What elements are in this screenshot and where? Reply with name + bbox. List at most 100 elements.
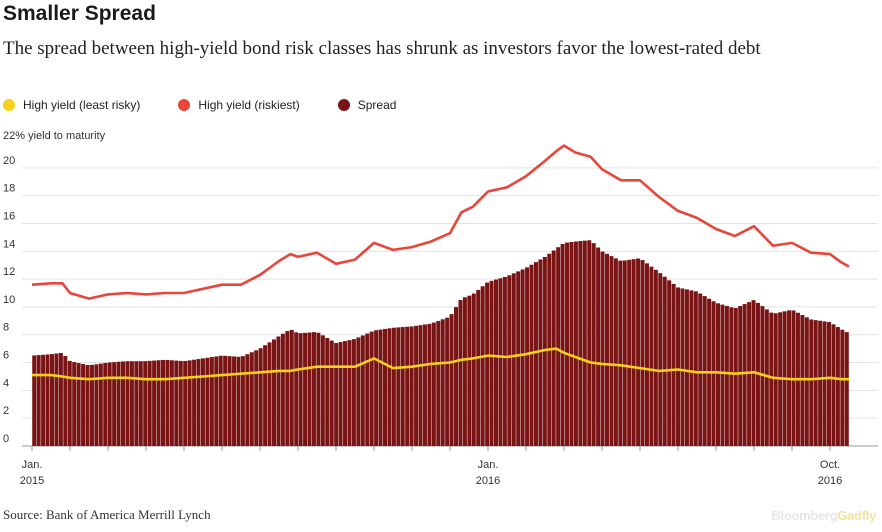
spread-bar — [391, 327, 396, 446]
spread-bar — [405, 326, 410, 446]
spread-bar — [232, 356, 237, 446]
spread-bar — [320, 335, 325, 446]
spread-bar — [636, 258, 641, 446]
spread-bar — [533, 262, 538, 446]
y-tick-label: 12 — [3, 266, 15, 278]
spread-bar — [271, 339, 276, 446]
spread-bar — [587, 240, 592, 446]
spread-bar — [609, 256, 614, 446]
spread-bar — [169, 360, 174, 446]
brand-part2: Gadfly — [837, 508, 876, 523]
spread-bar — [129, 361, 134, 446]
spread-bar — [596, 247, 601, 446]
spread-bar — [240, 356, 245, 446]
spread-bar — [502, 276, 507, 446]
spread-bar — [560, 243, 565, 446]
spread-bar — [343, 341, 348, 446]
spread-bar — [689, 290, 694, 446]
spread-bar — [72, 362, 77, 446]
spread-bar — [835, 327, 840, 446]
spread-bar — [662, 276, 667, 446]
spread-bar — [525, 267, 530, 446]
spread-bar — [267, 342, 272, 446]
spread-bar — [480, 286, 485, 446]
spread-bar — [622, 260, 627, 446]
spread-bar — [658, 273, 663, 446]
spread-bar — [569, 242, 574, 446]
spread-bar — [227, 356, 232, 446]
spread-bar — [471, 293, 476, 446]
spread-bar — [98, 363, 103, 446]
spread-bar — [653, 269, 658, 446]
spread-bar — [32, 355, 37, 446]
spread-bar — [627, 259, 632, 446]
spread-bar — [494, 279, 499, 446]
series-line-least-risky — [32, 347, 849, 381]
spread-bar — [538, 259, 543, 446]
spread-bar — [192, 359, 197, 446]
spread-bar — [200, 358, 205, 446]
spread-bar — [378, 329, 383, 446]
spread-bar — [440, 319, 445, 446]
spread-bar — [396, 327, 401, 446]
y-tick-label: 4 — [3, 377, 9, 389]
spread-bar — [41, 354, 46, 446]
spread-bar — [369, 331, 374, 446]
spread-bar — [174, 360, 179, 446]
spread-bar — [738, 306, 743, 446]
legend-item-riskiest: High yield (riskiest) — [178, 98, 300, 112]
spread-bar — [476, 289, 481, 446]
spread-bar — [183, 360, 188, 446]
legend-item-least-risky: High yield (least risky) — [3, 98, 140, 112]
spread-bar — [134, 361, 139, 446]
brand-part1: Bloomberg — [771, 508, 838, 523]
spread-bar — [223, 355, 228, 446]
chart-plot: 0 2 4 6 8 10 12 14 16 18 20 22% yield to maturity Ja… — [3, 130, 878, 487]
y-tick-label: 8 — [3, 322, 9, 334]
spread-bar — [813, 320, 818, 446]
spread-bar — [258, 348, 263, 446]
spread-bar — [831, 324, 836, 446]
spread-bar — [485, 282, 490, 446]
spread-bar — [542, 256, 547, 446]
spread-bar — [365, 333, 370, 446]
spread-bar — [716, 303, 721, 446]
spread-bar — [409, 326, 414, 446]
spread-bar — [747, 302, 752, 446]
spread-bar — [54, 353, 59, 446]
y-tick-label: 2 — [3, 405, 9, 417]
spread-bar — [112, 362, 117, 446]
spread-bar — [245, 354, 250, 446]
chart-subtitle: The spread between high-yield bond risk … — [3, 38, 761, 59]
spread-bar — [303, 332, 308, 446]
spread-bar — [613, 258, 618, 446]
chart-title: Smaller Spread — [3, 2, 156, 25]
spread-bar — [840, 329, 845, 446]
spread-bar — [667, 280, 672, 446]
spread-bar — [236, 356, 241, 446]
spread-bar — [414, 325, 419, 446]
legend-label-least-risky: High yield (least risky) — [23, 98, 141, 112]
spread-bar — [351, 339, 356, 446]
spread-bar — [280, 333, 285, 446]
spread-bar — [81, 364, 86, 446]
spread-bar — [263, 345, 268, 446]
spread-bar — [418, 325, 423, 446]
spread-bar — [467, 295, 472, 446]
spread-bar — [489, 280, 494, 446]
spread-bar — [165, 359, 170, 446]
spread-bar — [462, 297, 467, 446]
spread-bar — [103, 362, 108, 446]
spread-bar — [214, 356, 219, 446]
spread-bar — [573, 241, 578, 446]
spread-bar — [276, 336, 281, 446]
spread-bar — [618, 260, 623, 446]
spread-bar — [196, 359, 201, 446]
spread-bar — [742, 304, 747, 446]
spread-bar — [400, 327, 405, 446]
series-line-riskiest — [31, 144, 850, 300]
spread-bar — [565, 242, 570, 446]
spread-bar — [67, 360, 72, 446]
spread-bar — [422, 324, 427, 446]
y-tick-label: 16 — [3, 210, 15, 222]
